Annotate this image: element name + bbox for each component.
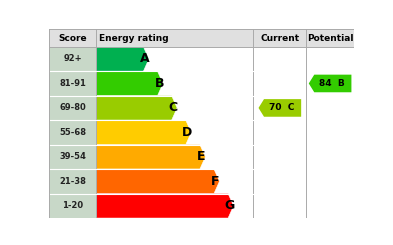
Polygon shape [96, 71, 163, 96]
Text: 81-91: 81-91 [59, 79, 86, 88]
Bar [49, 145, 96, 169]
Text: 21-38: 21-38 [59, 177, 86, 186]
Text: Current: Current [260, 34, 299, 43]
Polygon shape [96, 96, 177, 120]
Text: B: B [154, 77, 164, 90]
Text: 69-80: 69-80 [59, 103, 86, 112]
Text: 70  C: 70 C [269, 103, 294, 112]
Text: Energy rating: Energy rating [99, 34, 169, 43]
Text: C: C [169, 101, 178, 114]
Text: F: F [211, 175, 220, 188]
Bar [49, 47, 96, 71]
Text: 84  B: 84 B [319, 79, 345, 88]
Polygon shape [309, 75, 351, 92]
Text: Potential: Potential [307, 34, 353, 43]
Bar [49, 120, 96, 145]
Bar [49, 71, 96, 96]
Text: Score: Score [59, 34, 87, 43]
Bar [49, 96, 96, 120]
Text: 92+: 92+ [63, 54, 82, 63]
Polygon shape [96, 47, 149, 71]
Text: 39-54: 39-54 [59, 152, 86, 161]
Polygon shape [96, 120, 191, 145]
Polygon shape [259, 99, 301, 117]
Text: D: D [182, 126, 193, 139]
Polygon shape [96, 194, 233, 218]
Polygon shape [96, 145, 205, 169]
Bar [49, 194, 96, 218]
Text: A: A [140, 52, 150, 65]
Bar [49, 29, 354, 47]
Bar [49, 169, 96, 194]
Text: 55-68: 55-68 [59, 128, 86, 137]
Text: E: E [197, 150, 206, 163]
Text: G: G [225, 199, 235, 212]
Polygon shape [96, 169, 219, 194]
Text: 1-20: 1-20 [62, 201, 83, 210]
